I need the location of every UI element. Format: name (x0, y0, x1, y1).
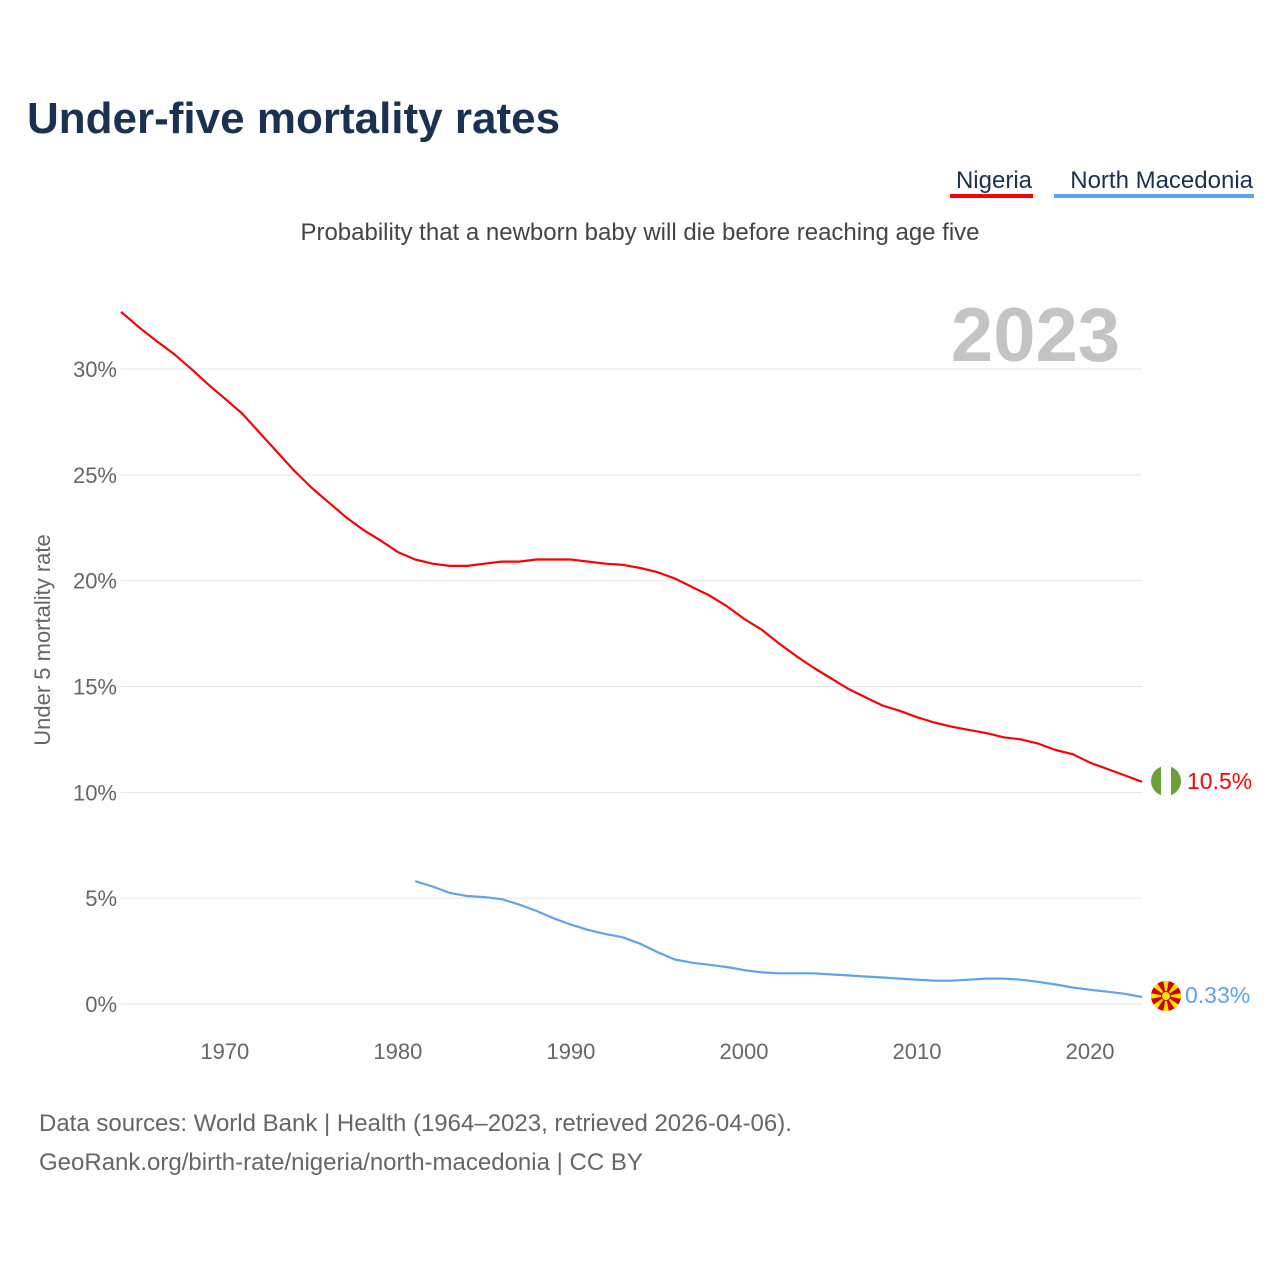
series-line-nigeria (120, 310, 1143, 783)
series-line-north-macedonia (414, 880, 1143, 999)
x-tick-label: 1990 (546, 1039, 595, 1064)
north-macedonia-end-label: 0.33% (1185, 982, 1250, 1008)
y-axis-label: Under 5 mortality rate (30, 534, 55, 746)
x-tick-label: 1980 (373, 1039, 422, 1064)
x-tick-label: 2010 (893, 1039, 942, 1064)
source-line-1: Data sources: World Bank | Health (1964–… (39, 1110, 792, 1137)
y-tick-label: 10% (73, 780, 117, 805)
y-tick-label: 15% (73, 675, 117, 700)
x-tick-label: 1970 (200, 1039, 249, 1064)
legend-swatch-nigeria (950, 194, 1033, 198)
legend-label-north-macedonia: North Macedonia (1070, 167, 1253, 194)
chart-title: Under-five mortality rates (27, 94, 560, 143)
legend-item-nigeria[interactable]: Nigeria (950, 167, 1033, 198)
y-tick-label: 20% (73, 569, 117, 594)
legend-label-nigeria: Nigeria (956, 167, 1033, 194)
nigeria-flag-icon (1151, 766, 1181, 796)
chart-subtitle: Probability that a newborn baby will die… (300, 219, 979, 246)
y-tick-label: 25% (73, 463, 117, 488)
gridlines (121, 368, 1142, 1005)
y-tick-label: 30% (73, 357, 117, 382)
y-axis-ticks: 0% 5% 10% 15% 20% 25% 30% (73, 357, 117, 1017)
y-tick-label: 0% (85, 992, 117, 1017)
nigeria-end-label: 10.5% (1187, 768, 1252, 794)
x-tick-label: 2020 (1066, 1039, 1115, 1064)
north-macedonia-flag-icon (1151, 981, 1181, 1011)
year-label: 2023 (951, 293, 1120, 378)
series-lines (120, 310, 1143, 999)
legend-item-north-macedonia[interactable]: North Macedonia (1054, 167, 1254, 198)
source-line-2: GeoRank.org/birth-rate/nigeria/north-mac… (39, 1149, 643, 1176)
x-tick-label: 2000 (720, 1039, 769, 1064)
x-axis-ticks: 1970 1980 1990 2000 2010 2020 (200, 1039, 1114, 1064)
legend-swatch-north-macedonia (1054, 194, 1254, 198)
y-tick-label: 5% (85, 886, 117, 911)
